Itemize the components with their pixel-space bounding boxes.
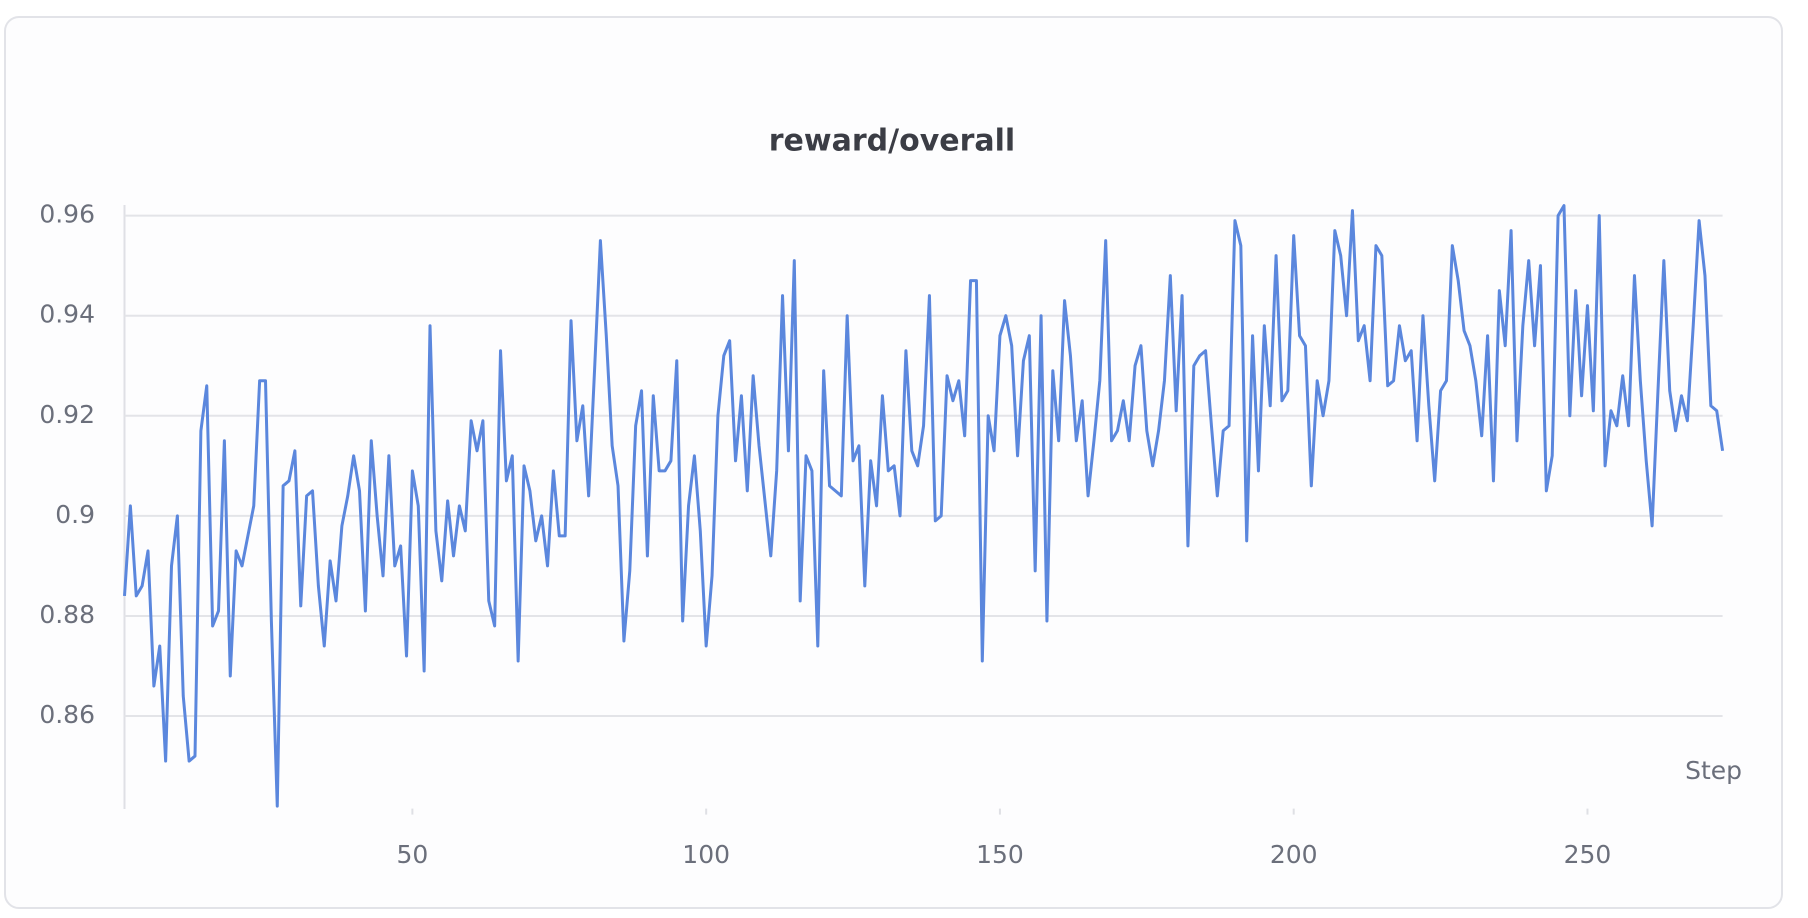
x-tick-label: 100 — [682, 840, 730, 869]
x-tick-label: 50 — [396, 840, 428, 869]
y-tick-label: 0.92 — [39, 400, 95, 429]
y-tick-label: 0.86 — [39, 700, 95, 729]
x-axis-label: Step — [1685, 756, 1742, 785]
data-line — [123, 204, 1725, 808]
y-tick-label: 0.9 — [55, 500, 95, 529]
x-tick-label: 250 — [1564, 840, 1612, 869]
y-tick-label: 0.94 — [39, 300, 95, 329]
x-tick-label: 200 — [1270, 840, 1318, 869]
y-tick-label: 0.88 — [39, 600, 95, 629]
x-tick-label: 150 — [976, 840, 1024, 869]
y-tick-label: 0.96 — [39, 200, 95, 229]
chart-title: reward/overall — [769, 124, 1015, 159]
